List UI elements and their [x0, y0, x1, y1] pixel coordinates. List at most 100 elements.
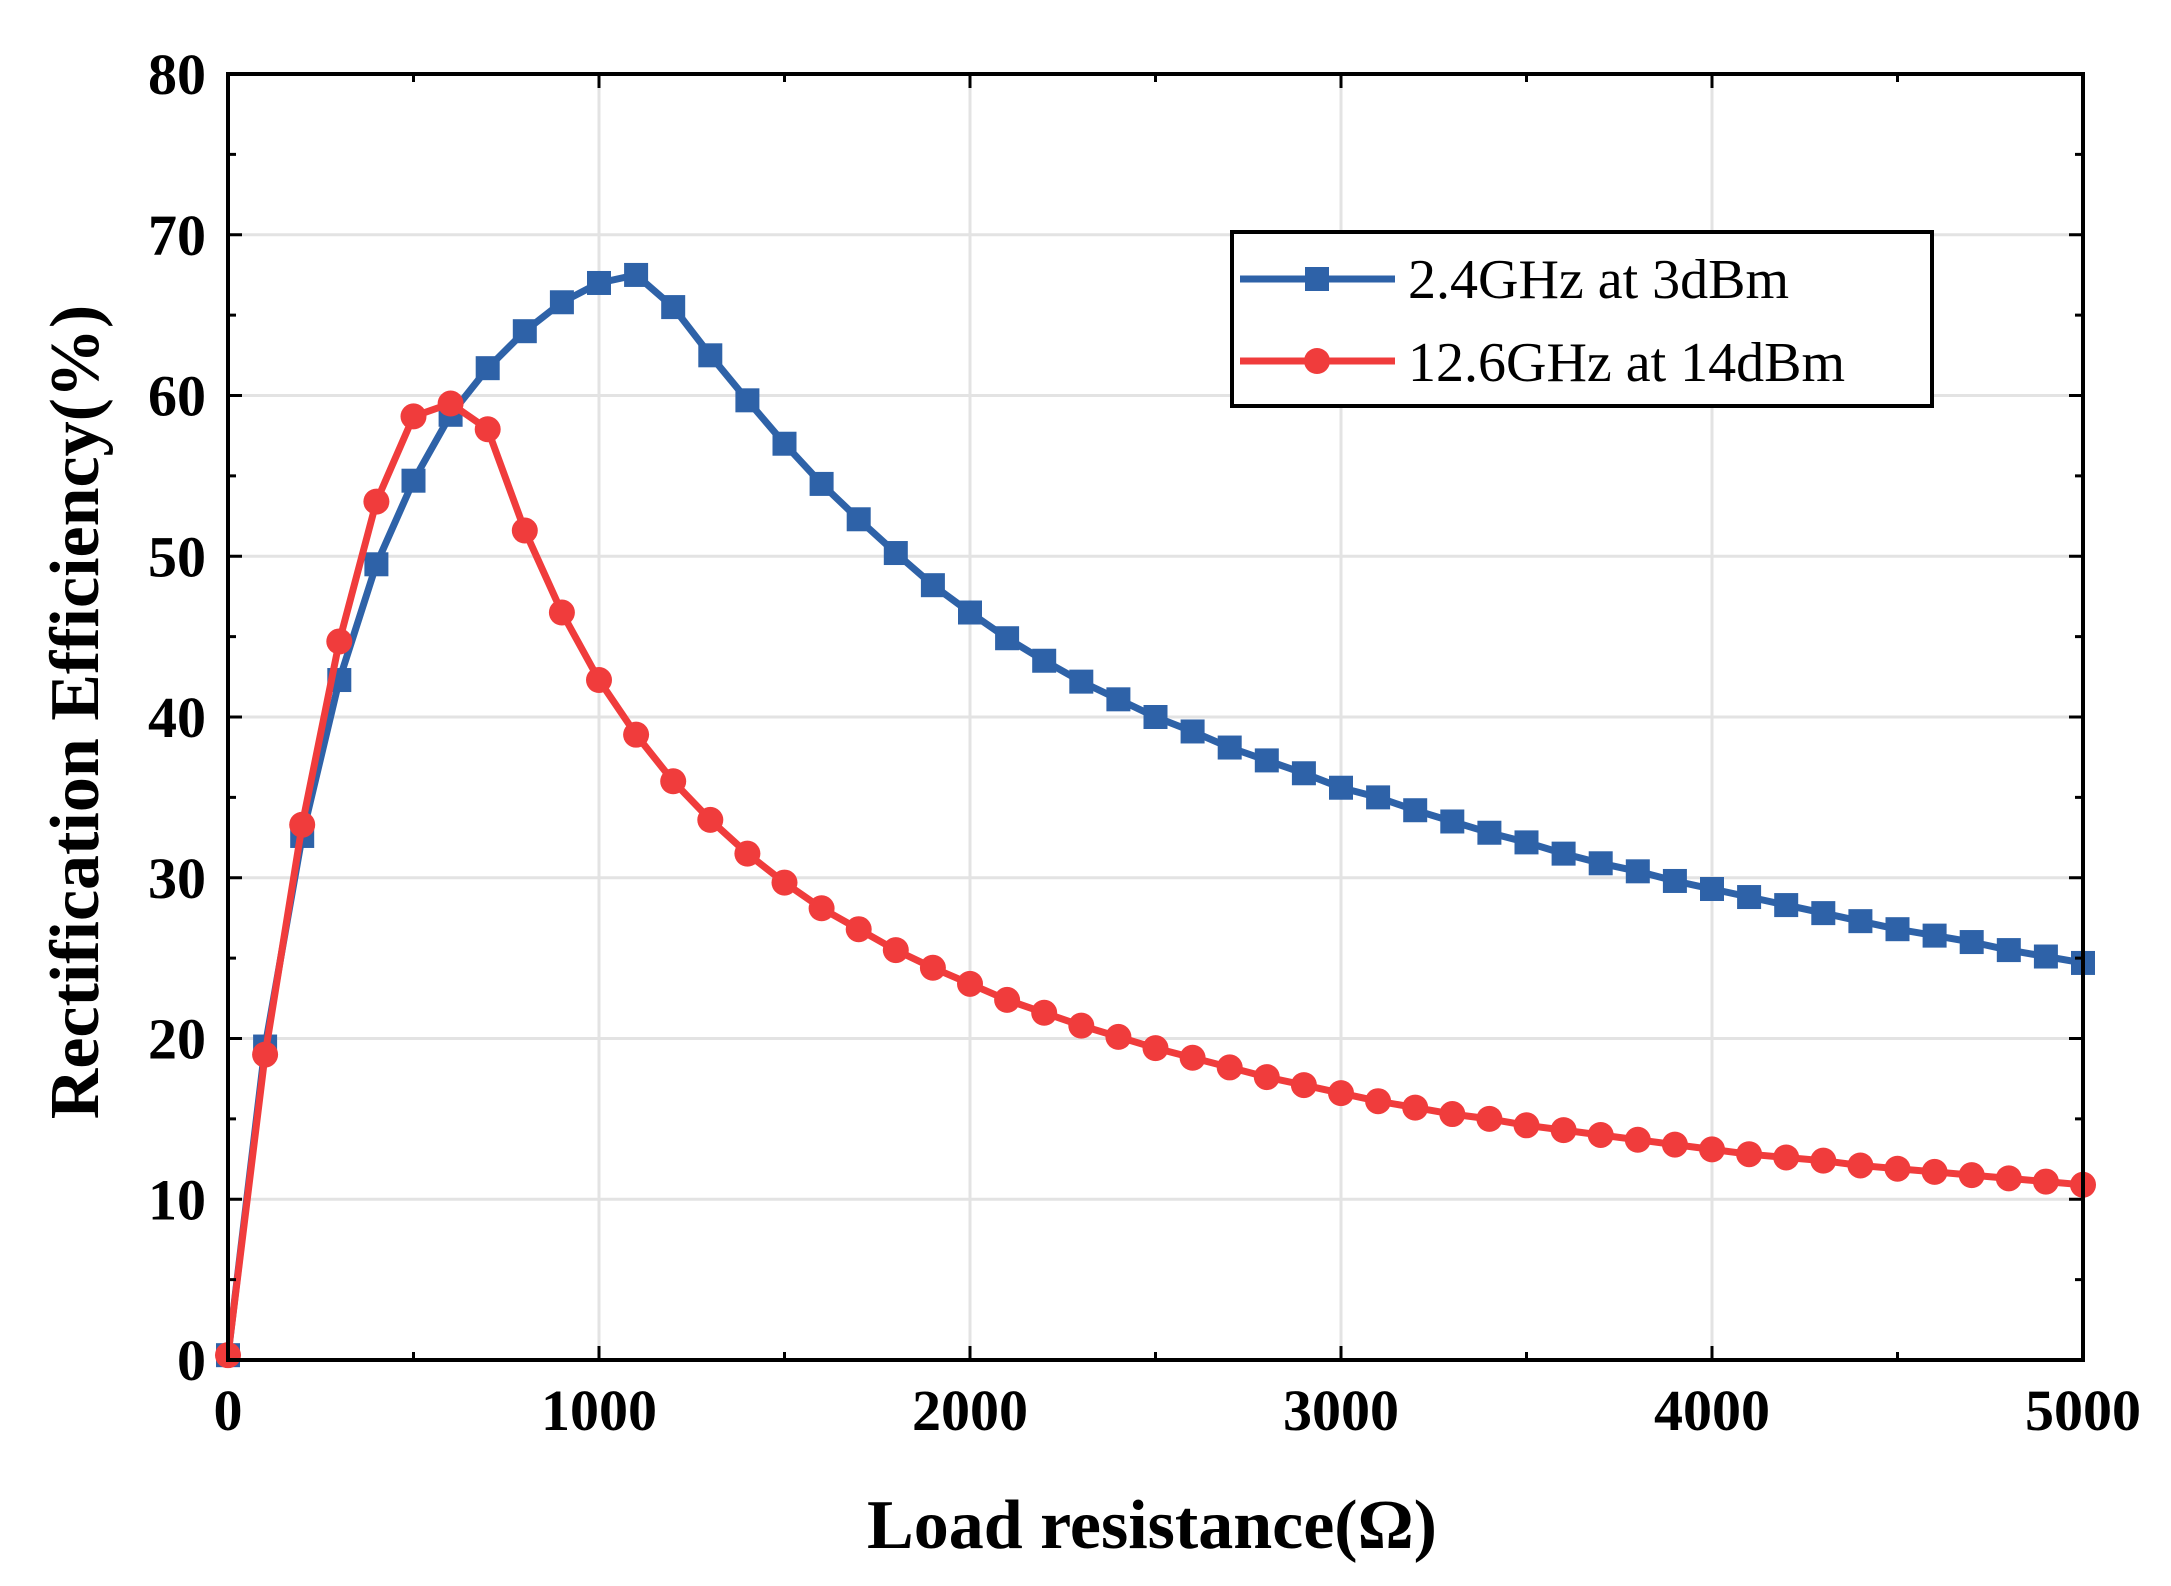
data-point-circle — [1921, 1158, 1948, 1185]
data-point-circle — [697, 806, 724, 833]
data-point-circle — [1550, 1117, 1577, 1144]
data-point-circle — [1847, 1152, 1874, 1179]
y-tick-label: 30 — [148, 846, 206, 911]
data-point-circle — [994, 986, 1021, 1013]
data-point-square — [1996, 938, 2021, 963]
data-point-circle — [1699, 1136, 1725, 1163]
data-point-circle — [586, 667, 612, 694]
data-point-square — [661, 295, 686, 320]
data-point-square — [1959, 930, 1984, 955]
data-point-square — [624, 262, 649, 287]
legend-box — [1230, 230, 1934, 408]
data-point-circle — [1216, 1054, 1243, 1081]
data-point-square — [1551, 841, 1576, 866]
data-point-circle — [474, 416, 501, 443]
legend-item-series-2: 12.6GHz at 14dBm — [1240, 332, 1845, 394]
data-point-square — [1106, 687, 1131, 712]
data-point-circle — [1773, 1144, 1800, 1171]
data-point-circle — [400, 403, 427, 430]
data-point-circle — [252, 1041, 279, 1068]
data-point-circle — [1587, 1121, 1614, 1148]
y-axis-title: Rectification Efficiency(%) — [37, 305, 114, 1119]
data-point-circle — [1328, 1080, 1354, 1107]
data-point-square — [401, 468, 426, 493]
legend-marker-circle — [1304, 348, 1330, 374]
data-point-square — [1885, 917, 1910, 942]
axis-ticks — [226, 72, 2085, 1362]
data-point-circle — [1995, 1165, 2022, 1192]
data-point-circle — [1402, 1094, 1429, 1121]
data-point-square — [512, 319, 537, 344]
data-point-square — [958, 600, 982, 625]
data-point-square — [1069, 669, 1094, 694]
y-tick-label: 20 — [148, 1007, 206, 1072]
data-point-square — [1440, 809, 1465, 834]
data-point-square — [1700, 877, 1724, 902]
x-axis-title: Load resistance(Ω) — [867, 1487, 1437, 1564]
data-point-square — [735, 388, 760, 413]
data-point-circle — [1068, 1012, 1095, 1039]
y-tick-label: 10 — [148, 1167, 206, 1232]
x-tick-label: 2000 — [912, 1378, 1028, 1443]
data-point-circle — [326, 628, 353, 655]
data-point-circle — [363, 488, 390, 515]
y-tick-label: 0 — [177, 1328, 206, 1393]
x-tick-label: 3000 — [1283, 1378, 1399, 1443]
data-point-square — [1217, 735, 1242, 760]
data-point-circle — [1439, 1101, 1466, 1128]
x-tick-label: 4000 — [1654, 1378, 1770, 1443]
data-point-circle — [511, 517, 538, 544]
data-point-square — [995, 626, 1020, 651]
data-point-square — [1477, 820, 1502, 845]
data-point-square — [1774, 893, 1799, 918]
data-point-square — [846, 507, 871, 532]
data-point-square — [883, 541, 908, 566]
data-point-square — [1403, 798, 1428, 823]
data-point-circle — [771, 869, 798, 896]
data-point-circle — [623, 721, 650, 748]
data-point-circle — [882, 937, 909, 964]
x-tick-label: 0 — [214, 1378, 243, 1443]
data-point-square — [809, 471, 834, 496]
y-tick-label: 60 — [148, 364, 206, 429]
data-point-circle — [1179, 1044, 1206, 1071]
series-2-line — [224, 400, 2084, 1356]
data-point-circle — [1142, 1035, 1169, 1062]
data-point-square — [549, 290, 574, 315]
data-point-circle — [1031, 999, 1058, 1026]
data-point-circle — [808, 895, 835, 922]
legend-marker-square — [1305, 267, 1329, 291]
data-point-circle — [1624, 1126, 1651, 1153]
data-point-circle — [548, 599, 575, 626]
data-point-square — [1625, 859, 1650, 884]
y-tick-label: 50 — [148, 524, 206, 589]
data-point-circle — [1105, 1023, 1132, 1050]
tick-labels: 0 1000 2000 3000 4000 5000 0 10 20 30 40 50 60 70 80 — [148, 42, 2141, 1443]
x-tick-label: 1000 — [541, 1378, 657, 1443]
data-point-square — [1180, 719, 1205, 744]
legend-item-series-1: 2.4GHz at 3dBm — [1240, 249, 1789, 311]
data-point-circle — [1884, 1155, 1911, 1182]
data-point-square — [698, 343, 723, 368]
legend: 2.4GHz at 3dBm 12.6GHz at 14dBm — [1230, 230, 1934, 408]
data-point-square — [1254, 748, 1279, 773]
data-point-circle — [1661, 1131, 1688, 1158]
legend-label-series-1: 2.4GHz at 3dBm — [1408, 249, 1789, 311]
data-point-square — [1662, 868, 1687, 893]
data-point-square — [475, 356, 500, 381]
data-point-circle — [919, 954, 946, 981]
series-2 — [215, 390, 2096, 1369]
data-point-square — [587, 270, 611, 295]
data-point-square — [1366, 785, 1391, 810]
series-1-line — [224, 271, 2084, 1356]
y-tick-label: 70 — [148, 203, 206, 268]
data-point-square — [364, 552, 389, 577]
data-point-circle — [845, 916, 872, 943]
y-tick-label: 40 — [148, 685, 206, 750]
data-point-circle — [1958, 1162, 1985, 1189]
data-point-square — [772, 431, 797, 456]
data-point-square — [1922, 923, 1947, 948]
data-point-square — [1143, 705, 1168, 729]
data-point-circle — [1476, 1105, 1503, 1132]
